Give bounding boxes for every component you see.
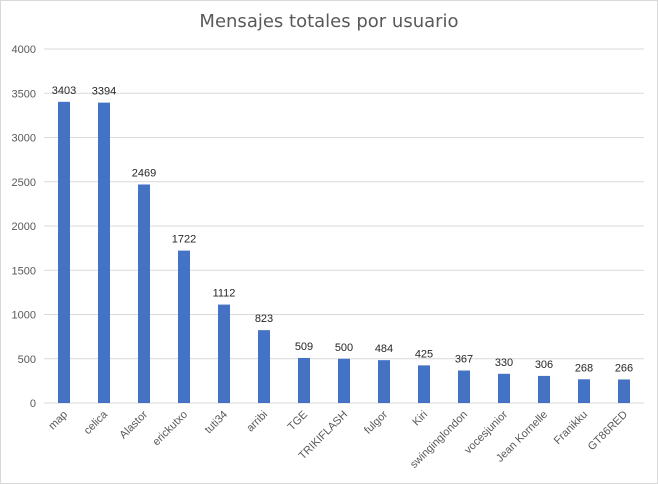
- x-category-label: Alastor: [117, 408, 150, 441]
- data-label: 3394: [92, 86, 116, 98]
- bar-trikiflash: [338, 358, 350, 403]
- data-label: 823: [255, 313, 273, 325]
- y-tick-label: 4000: [12, 44, 36, 56]
- bar-celica: [98, 102, 110, 404]
- bar-franikku: [578, 379, 590, 403]
- bar-map: [58, 101, 70, 403]
- x-category-label: Kiri: [410, 409, 430, 429]
- x-category-label: TGE: [286, 409, 310, 433]
- x-axis-categories: map celica Alastor erickutxo tuti34 arribi TGE…: [46, 408, 630, 471]
- y-axis-ticks: 0 500 1000 1500 2000 2500 3000 3500 4000: [12, 44, 36, 410]
- chart-title: Mensajes totales por usuario: [199, 11, 459, 32]
- x-category-label: Franikku: [552, 409, 590, 447]
- y-tick-label: 3500: [12, 88, 36, 100]
- data-labels: 3403 3394 2469 1722 1112 823 509 500 484 425 367 33…: [52, 85, 633, 375]
- data-label: 484: [375, 343, 393, 355]
- bar-gt86red: [618, 379, 630, 403]
- bar-erickutxo: [178, 250, 190, 403]
- y-tick-label: 2500: [12, 177, 36, 189]
- data-label: 500: [335, 342, 353, 354]
- data-label: 266: [615, 362, 633, 374]
- bar-jean-kornelle: [538, 375, 550, 403]
- bar-fulgor: [378, 360, 390, 403]
- data-label: 367: [455, 354, 473, 366]
- x-category-label: tuti34: [203, 409, 231, 437]
- y-tick-label: 2000: [12, 221, 36, 233]
- data-label: 509: [295, 341, 313, 353]
- data-label: 306: [535, 359, 553, 371]
- data-label: 2469: [132, 167, 156, 179]
- x-category-label: arribi: [244, 409, 270, 435]
- x-category-label: erickutxo: [151, 409, 191, 449]
- x-category-label: GT86RED: [586, 409, 630, 453]
- bar-swinginglondon: [458, 370, 470, 403]
- bar-tge: [298, 357, 310, 403]
- data-label: 1112: [213, 288, 236, 300]
- y-tick-label: 1500: [12, 265, 36, 277]
- data-label: 3403: [52, 85, 76, 97]
- y-tick-label: 1000: [12, 310, 36, 322]
- data-label: 268: [575, 362, 593, 374]
- y-tick-label: 0: [30, 398, 36, 410]
- x-category-label: celica: [82, 408, 111, 437]
- data-label: 330: [495, 357, 513, 369]
- bar-kiri: [418, 365, 430, 403]
- y-tick-label: 500: [18, 354, 36, 366]
- bars: [58, 101, 630, 404]
- bar-tuti34: [218, 304, 230, 403]
- data-label: 1722: [172, 234, 196, 246]
- y-tick-label: 3000: [12, 133, 36, 145]
- bar-alastor: [138, 184, 150, 403]
- data-label: 425: [415, 348, 433, 360]
- x-category-label: fulgor: [362, 408, 390, 436]
- x-category-label: map: [46, 409, 70, 433]
- bar-arribi: [258, 330, 270, 403]
- bar-vocesjunior: [498, 373, 510, 403]
